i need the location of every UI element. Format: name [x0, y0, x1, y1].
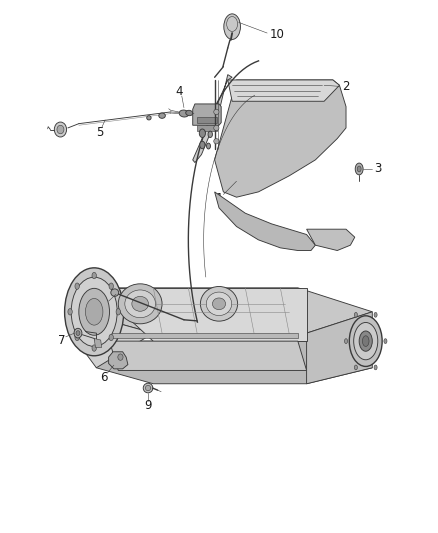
Polygon shape: [193, 104, 221, 125]
Ellipse shape: [116, 309, 120, 315]
Text: 4: 4: [175, 85, 183, 98]
Ellipse shape: [224, 14, 240, 39]
Ellipse shape: [212, 298, 226, 310]
Ellipse shape: [186, 110, 193, 116]
Text: 1: 1: [216, 192, 224, 205]
Ellipse shape: [374, 312, 377, 317]
Ellipse shape: [54, 122, 67, 137]
Ellipse shape: [357, 166, 361, 172]
Ellipse shape: [354, 312, 357, 317]
Polygon shape: [307, 229, 355, 251]
Ellipse shape: [207, 143, 210, 149]
Text: 10: 10: [269, 28, 284, 41]
Ellipse shape: [143, 383, 153, 393]
Ellipse shape: [374, 365, 377, 370]
Text: 2: 2: [342, 80, 349, 93]
Ellipse shape: [71, 277, 117, 346]
Polygon shape: [94, 338, 102, 348]
Polygon shape: [110, 333, 298, 338]
Ellipse shape: [75, 283, 79, 289]
Polygon shape: [77, 312, 153, 368]
Ellipse shape: [118, 354, 123, 360]
Polygon shape: [215, 192, 315, 251]
Ellipse shape: [145, 385, 151, 391]
Ellipse shape: [349, 316, 382, 367]
Ellipse shape: [92, 345, 96, 351]
Text: 5: 5: [96, 126, 103, 139]
Polygon shape: [215, 80, 346, 197]
Polygon shape: [96, 341, 372, 384]
Ellipse shape: [65, 268, 124, 356]
Polygon shape: [307, 312, 372, 384]
Ellipse shape: [75, 334, 79, 341]
Ellipse shape: [68, 309, 72, 315]
Ellipse shape: [200, 141, 205, 149]
Ellipse shape: [109, 334, 113, 341]
Ellipse shape: [85, 298, 103, 325]
Ellipse shape: [206, 292, 232, 316]
Ellipse shape: [109, 283, 113, 289]
Ellipse shape: [214, 125, 219, 131]
Ellipse shape: [353, 322, 378, 360]
Ellipse shape: [359, 331, 372, 351]
Text: 9: 9: [144, 399, 152, 411]
Ellipse shape: [344, 339, 348, 344]
Ellipse shape: [214, 109, 219, 115]
Ellipse shape: [214, 139, 219, 144]
Ellipse shape: [92, 272, 96, 279]
Ellipse shape: [199, 129, 205, 138]
Polygon shape: [197, 117, 217, 123]
Polygon shape: [193, 75, 232, 163]
Ellipse shape: [179, 110, 189, 117]
Polygon shape: [77, 288, 372, 333]
Ellipse shape: [384, 339, 387, 344]
Ellipse shape: [362, 336, 369, 346]
Text: 3: 3: [374, 163, 381, 175]
Ellipse shape: [125, 290, 155, 318]
Ellipse shape: [200, 287, 237, 321]
Ellipse shape: [57, 125, 64, 134]
Ellipse shape: [354, 365, 357, 370]
Polygon shape: [109, 352, 128, 369]
Text: 6: 6: [100, 371, 108, 384]
Text: 8: 8: [102, 298, 109, 311]
Ellipse shape: [76, 330, 80, 336]
Polygon shape: [228, 80, 339, 101]
Ellipse shape: [147, 116, 151, 120]
Ellipse shape: [159, 113, 166, 118]
Text: 7: 7: [58, 334, 66, 346]
Ellipse shape: [74, 328, 82, 338]
Ellipse shape: [118, 284, 162, 324]
Ellipse shape: [132, 296, 148, 311]
Polygon shape: [110, 341, 307, 370]
Ellipse shape: [355, 163, 363, 175]
Polygon shape: [96, 288, 307, 341]
Ellipse shape: [208, 131, 212, 138]
Ellipse shape: [111, 289, 119, 296]
Polygon shape: [197, 125, 217, 131]
Ellipse shape: [79, 288, 110, 335]
